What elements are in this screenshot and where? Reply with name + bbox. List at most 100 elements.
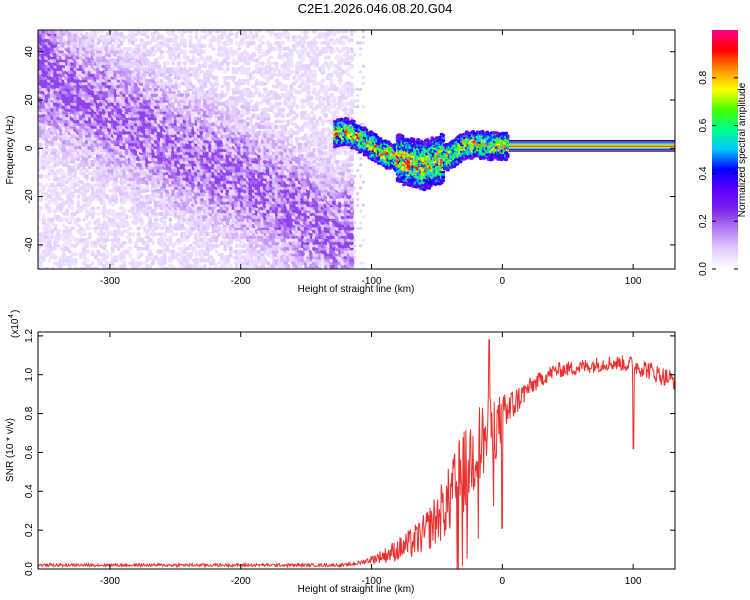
heatmap-cell [41, 136, 47, 142]
heatmap-cell [38, 105, 44, 109]
heatmap-cell [84, 249, 90, 254]
heatmap-cell [47, 81, 52, 86]
heatmap-cell [263, 238, 267, 242]
heatmap-cell [220, 107, 224, 112]
heatmap-cell [220, 90, 224, 95]
heatmap-cell [70, 34, 75, 40]
heatmap-cell [47, 231, 52, 237]
heatmap-cell [41, 165, 47, 171]
heatmap-cell [75, 69, 81, 75]
heatmap-cell [49, 217, 56, 222]
heatmap-cell [58, 235, 64, 240]
heatmap-cell [246, 87, 251, 92]
heatmap-cell [49, 246, 56, 251]
heatmap-cell [65, 150, 69, 156]
heatmap-cell [59, 263, 63, 269]
heatmap-cell [55, 84, 61, 89]
heatmap-cell [44, 52, 49, 57]
heatmap-cell [64, 208, 70, 214]
heatmap-cell [76, 87, 81, 92]
heatmap-cell [41, 249, 46, 254]
heatmap-cell [68, 188, 72, 194]
heatmap-cell [62, 183, 66, 187]
heatmap-cell [61, 147, 67, 153]
heatmap-cell [75, 223, 81, 228]
heatmap-cell [53, 254, 58, 261]
heatmap-cell [47, 206, 52, 210]
heatmap-cell [50, 69, 55, 75]
heatmap-cell [47, 225, 52, 231]
heatmap-cell [42, 185, 46, 191]
heatmap-cell [61, 200, 67, 205]
heatmap-cell [70, 156, 75, 161]
heatmap-cell [53, 154, 57, 158]
heatmap-cell [58, 217, 64, 223]
heatmap-cell [61, 151, 67, 155]
heatmap-cell [88, 219, 92, 226]
heatmap-cell [125, 50, 129, 54]
heatmap-cell [61, 127, 66, 133]
heatmap-cell [45, 105, 49, 109]
heatmap-cell [127, 215, 133, 219]
heatmap-cell [44, 96, 49, 100]
heatmap-cell [52, 136, 58, 142]
heatmap-cell [58, 110, 64, 115]
heatmap-cell [38, 46, 44, 51]
heatmap-cell [43, 81, 50, 86]
heatmap-cell [79, 32, 83, 37]
heatmap-cell [222, 93, 228, 98]
heatmap-cell [76, 188, 80, 194]
heatmap-cell [62, 37, 66, 43]
heatmap-cell [128, 237, 132, 243]
heatmap-cell [61, 64, 67, 68]
heatmap-cell [47, 257, 52, 263]
heatmap-cell [177, 84, 181, 89]
heatmap-cell [73, 188, 77, 193]
heatmap-cell [70, 199, 75, 205]
heatmap-cell [214, 75, 219, 81]
heatmap-cell [84, 258, 90, 263]
heatmap-cell [82, 228, 86, 234]
heatmap-cell [56, 38, 60, 43]
heatmap-cell [53, 243, 58, 248]
heatmap-cell [38, 206, 44, 210]
heatmap-cell [56, 264, 60, 269]
heatmap-cell [50, 228, 55, 234]
heatmap-cell [188, 72, 193, 77]
heatmap-cell [162, 220, 167, 225]
heatmap-cell [127, 246, 133, 252]
heatmap-cell [73, 116, 78, 121]
heatmap-cell [47, 61, 52, 66]
heatmap-cell [228, 246, 233, 252]
heatmap-cell [76, 139, 81, 144]
heatmap-cell [246, 232, 251, 237]
heatmap-cell [223, 186, 227, 190]
heatmap-cell [259, 34, 266, 40]
heatmap-cell [173, 34, 179, 40]
heatmap-cell [61, 139, 67, 144]
heatmap-cell [174, 96, 179, 100]
heatmap-cell [61, 66, 66, 72]
heatmap-cell [42, 214, 46, 220]
heatmap-cell [67, 156, 73, 161]
heatmap-cell [78, 54, 84, 61]
heatmap-cell [248, 98, 254, 104]
heatmap-cell [70, 168, 75, 173]
heatmap-cell [211, 244, 216, 248]
heatmap-cell [58, 30, 64, 33]
heatmap-cell [45, 113, 49, 118]
heatmap-cell [202, 43, 207, 49]
heatmap-cell [131, 70, 135, 74]
heatmap-cell [65, 142, 69, 146]
heatmap-cell [50, 148, 55, 153]
heatmap-cell [44, 174, 49, 179]
heatmap-cell [64, 258, 70, 263]
heatmap-cell [262, 87, 268, 92]
heatmap-cell [188, 79, 193, 83]
heatmap-cell [53, 78, 57, 83]
heatmap-cell [191, 84, 196, 89]
heatmap-cell [73, 84, 78, 89]
heatmap-cell [114, 220, 118, 226]
heatmap-cell [73, 168, 78, 173]
heatmap-cell [90, 249, 95, 254]
